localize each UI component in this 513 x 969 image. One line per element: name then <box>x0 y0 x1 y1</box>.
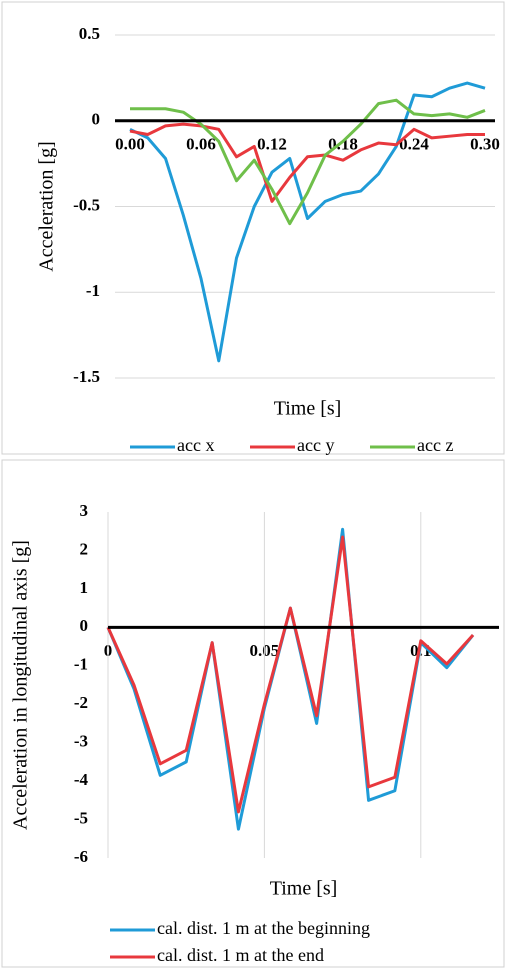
data-line <box>106 527 475 831</box>
y-tick-label: -3 <box>74 732 88 751</box>
legend-label: cal. dist. 1 m at the end <box>157 945 324 965</box>
y-axis-label: Acceleration [g] <box>36 141 58 271</box>
y-tick-label: 0 <box>80 616 89 635</box>
legend-label: acc y <box>297 435 334 455</box>
x-tick-label: 0.30 <box>470 135 500 154</box>
legend-label: cal. dist. 1 m at the beginning <box>157 918 370 938</box>
y-tick-label: -2 <box>74 693 88 712</box>
y-tick-label: -1 <box>74 655 88 674</box>
y-tick-label: -1 <box>86 281 100 300</box>
y-tick-label: -5 <box>74 808 88 827</box>
x-tick-label: 0.12 <box>257 135 287 154</box>
data-line <box>129 81 486 363</box>
y-tick-label: 3 <box>80 501 89 520</box>
x-axis-label: Time [s] <box>270 878 338 900</box>
data-line <box>129 122 485 203</box>
data-line <box>106 535 475 814</box>
y-tick-label: -4 <box>74 770 89 789</box>
y-tick-label: 1 <box>80 578 89 597</box>
y-tick-label: -1.5 <box>73 367 100 386</box>
y-tick-label: -0.5 <box>73 195 100 214</box>
y-tick-label: 2 <box>80 539 89 558</box>
legend-label: acc x <box>177 435 214 455</box>
y-axis-label: Acceleration in longitudinal axis [g] <box>10 540 32 830</box>
legend-label: acc z <box>417 435 453 455</box>
x-tick-label: 0.24 <box>399 135 429 154</box>
y-tick-label: 0 <box>92 110 101 129</box>
data-line <box>130 98 486 226</box>
x-tick-label: 0.00 <box>115 135 145 154</box>
x-axis-label: Time [s] <box>274 398 342 420</box>
panel-border <box>1 459 505 968</box>
panel-border <box>1 1 505 455</box>
y-tick-label: 0.5 <box>79 24 100 43</box>
y-tick-label: -6 <box>74 847 88 866</box>
x-tick-label: 0.06 <box>186 135 216 154</box>
